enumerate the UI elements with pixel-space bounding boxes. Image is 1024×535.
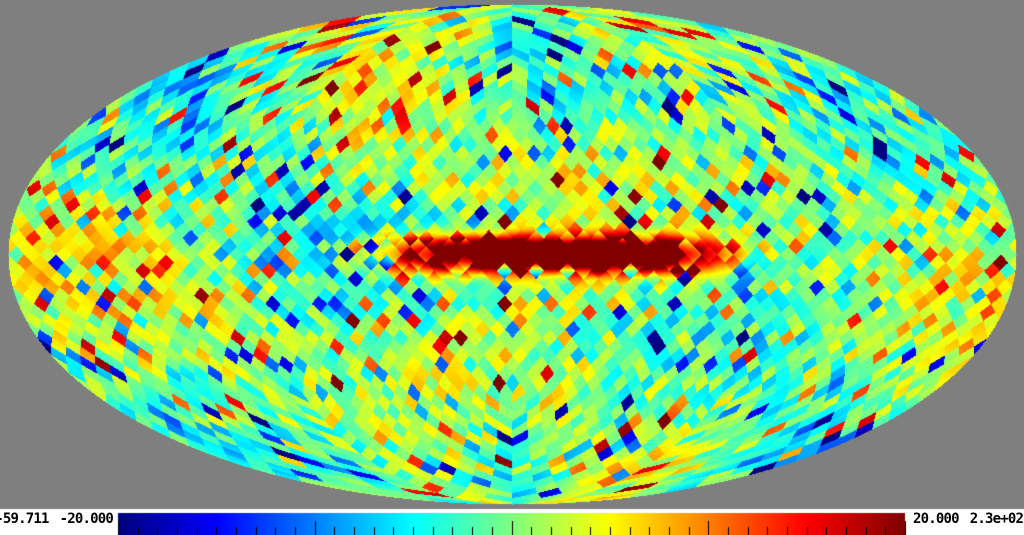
colorbar-right-labels: 20.000 2.3e+02 [913,510,1024,528]
data-max-label: 2.3e+02 [969,511,1024,527]
colorbar-left-labels: -59.711 -20.000 [0,510,114,528]
data-min-label: -59.711 [0,511,49,527]
display-max-label: 20.000 [913,511,960,527]
display-min-label: -20.000 [59,511,114,527]
